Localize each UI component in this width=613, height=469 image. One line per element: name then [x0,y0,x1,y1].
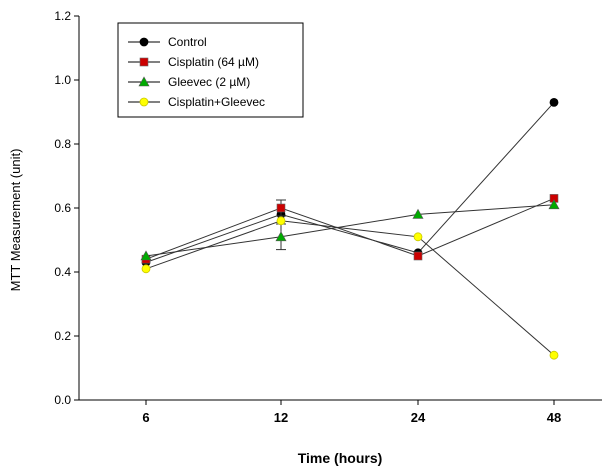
data-point [548,199,560,210]
data-point [138,76,150,87]
y-axis-title: MTT Measurement (unit) [8,149,23,292]
legend-label: Gleevec (2 µM) [168,75,250,89]
legend-item: Cisplatin+Gleevec [128,95,265,109]
y-tick-label: 1.2 [54,9,71,23]
y-tick-label: 1.0 [54,73,71,87]
y-tick-label: 0.6 [54,201,71,215]
series-layer [140,98,560,360]
x-tick-label: 6 [142,410,149,425]
legend-label: Cisplatin+Gleevec [168,95,265,109]
data-point [412,208,424,219]
data-point [549,350,559,360]
legend-label: Cisplatin (64 µM) [168,55,259,69]
data-point [140,250,152,261]
series-4 [141,216,559,360]
data-point [139,57,149,67]
legend: Control Cisplatin (64 µM) Gleevec (2 µM) Ci… [117,22,304,118]
x-tick-label: 12 [274,410,288,425]
legend-box [117,22,304,118]
y-ticks: 0.0 0.2 0.4 0.6 0.8 1.0 1.2 [54,9,79,407]
data-point [141,264,151,274]
data-point [413,251,423,261]
series-3 [140,199,560,261]
legend-label: Control [168,35,207,49]
data-point [275,231,287,242]
legend-item: Control [128,35,207,49]
series-line [145,204,555,257]
x-axis-title: Time (hours) [298,450,383,466]
y-tick-label: 0.2 [54,329,71,343]
y-tick-label: 0.4 [54,265,71,279]
x-ticks: 6 12 24 48 [142,400,561,425]
legend-item: Gleevec (2 µM) [128,75,250,89]
series-line [145,220,555,356]
y-tick-label: 0.8 [54,137,71,151]
legend-item: Cisplatin (64 µM) [128,55,259,69]
series-1 [141,98,559,267]
x-tick-label: 24 [411,410,426,425]
data-point [139,37,149,47]
data-point [413,232,423,242]
data-point [276,216,286,226]
y-tick-label: 0.0 [54,393,71,407]
series-line [145,102,555,263]
data-point [139,97,149,107]
data-point [276,203,286,213]
data-point [549,98,559,107]
series-line [145,197,555,260]
x-tick-label: 48 [547,410,561,425]
